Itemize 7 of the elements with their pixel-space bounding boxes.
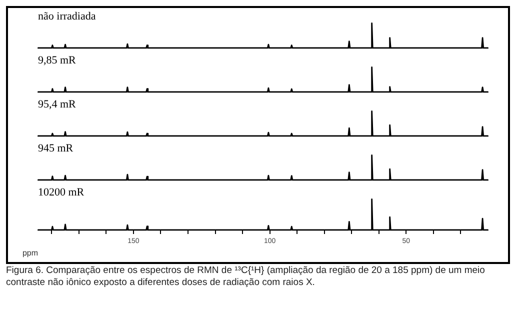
chart-title: 945 mR xyxy=(38,142,74,154)
text: Figura 6. Comparação entre os espectros de RMN de ¹³C{¹H} (ampliação da região de 20 a 185 ppm) de um meio contraste não iônico exposto a diferentes doses de radiação com raios X. xyxy=(6,265,486,289)
x-axis-title: ppm xyxy=(22,248,38,258)
chart-title: 10200 mR xyxy=(38,186,85,198)
chart-title: 95,4 mR xyxy=(38,98,77,110)
chart-title: 9,85 mR xyxy=(38,54,77,66)
chart-title: não irradiada xyxy=(38,10,96,22)
